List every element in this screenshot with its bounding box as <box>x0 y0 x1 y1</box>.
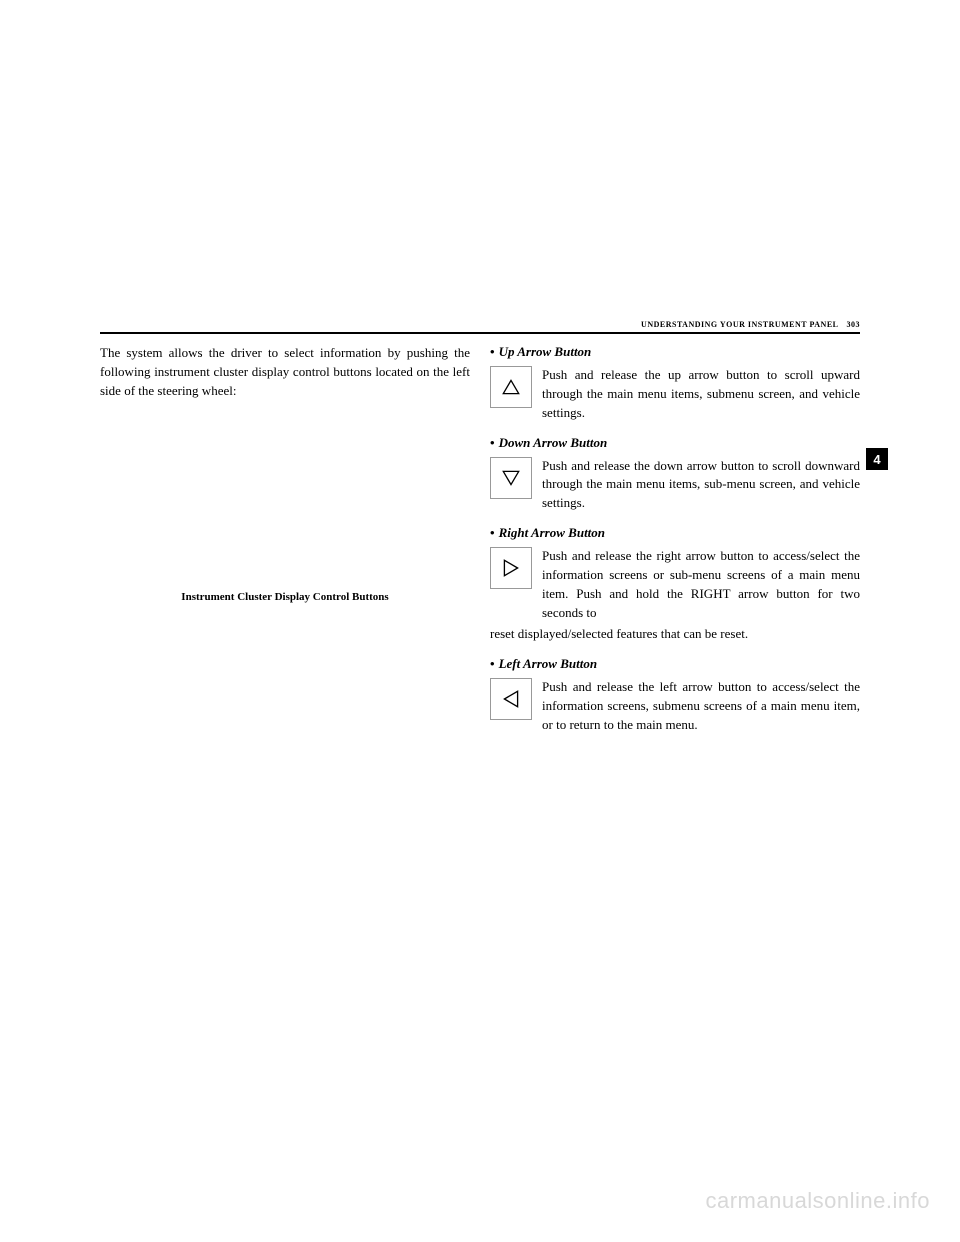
left-button-title-text: Left Arrow Button <box>499 656 597 671</box>
right-button-section: •Right Arrow Button Push and release the… <box>490 525 860 644</box>
chapter-tab: 4 <box>866 448 888 470</box>
up-button-title: •Up Arrow Button <box>490 344 860 360</box>
down-button-title: •Down Arrow Button <box>490 435 860 451</box>
right-button-description-cont: reset displayed/selected features that c… <box>490 625 860 644</box>
watermark: carmanualsonline.info <box>705 1188 930 1214</box>
right-column: •Up Arrow Button Push and release the up… <box>490 344 860 747</box>
intro-paragraph: The system allows the driver to select i… <box>100 344 470 401</box>
image-caption: Instrument Cluster Display Control Butto… <box>100 591 470 603</box>
header-section-title: UNDERSTANDING YOUR INSTRUMENT PANEL <box>641 320 838 329</box>
page-number: 303 <box>847 320 861 329</box>
left-button-description: Push and release the left arrow button t… <box>542 678 860 735</box>
down-button-section: •Down Arrow Button Push and release the … <box>490 435 860 514</box>
left-column: The system allows the driver to select i… <box>100 344 470 747</box>
control-buttons-image <box>100 416 470 586</box>
right-button-description: Push and release the right arrow button … <box>542 547 860 622</box>
right-button-title-text: Right Arrow Button <box>499 525 605 540</box>
up-button-title-text: Up Arrow Button <box>499 344 592 359</box>
up-button-section: •Up Arrow Button Push and release the up… <box>490 344 860 423</box>
right-button-title: •Right Arrow Button <box>490 525 860 541</box>
left-arrow-icon <box>490 678 532 720</box>
down-button-title-text: Down Arrow Button <box>499 435 608 450</box>
right-arrow-icon <box>490 547 532 589</box>
header-divider <box>100 332 860 334</box>
left-button-section: •Left Arrow Button Push and release the … <box>490 656 860 735</box>
left-button-title: •Left Arrow Button <box>490 656 860 672</box>
down-arrow-icon <box>490 457 532 499</box>
up-arrow-icon <box>490 366 532 408</box>
down-button-description: Push and release the down arrow button t… <box>542 457 860 514</box>
up-button-description: Push and release the up arrow button to … <box>542 366 860 423</box>
